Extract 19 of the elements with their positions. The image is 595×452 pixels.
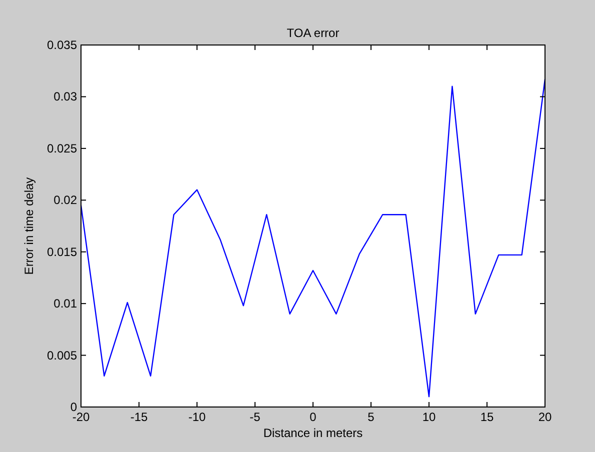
x-tick-label: 20 [538,410,552,424]
x-tick-label: 10 [422,410,436,424]
y-tick-label: 0.02 [54,193,78,208]
x-tick-label: 5 [368,410,375,424]
y-tick-label: 0.035 [46,38,78,52]
y-axis-title: Error in time delay [22,177,36,275]
x-tick-label: 15 [480,410,494,424]
x-tick-label: 0 [310,410,317,424]
y-tick-label: 0.03 [54,90,78,104]
line-series [80,78,546,398]
x-tick-label: -10 [188,410,206,424]
x-tick-label: -5 [250,410,261,424]
chart-title: TOA error [286,26,340,40]
x-axis-title: Distance in meters [263,426,363,440]
y-tick-label: 0.01 [54,296,78,311]
y-tick-label: 0.015 [46,244,78,259]
x-tick-label: -15 [130,410,148,424]
y-tick-label: 0.025 [46,141,78,156]
y-tick-label: 0.005 [46,348,78,362]
